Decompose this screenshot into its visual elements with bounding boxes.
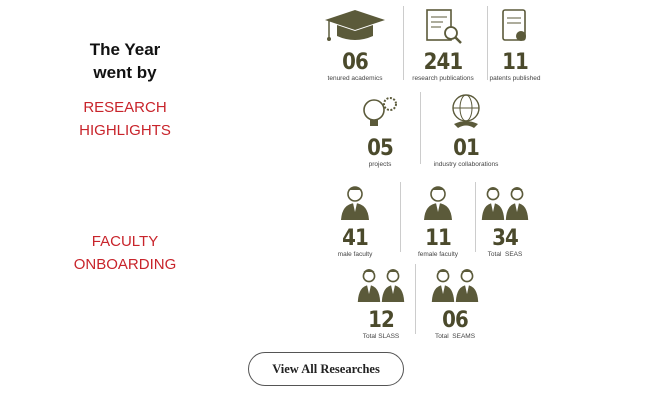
stat: 05 projects	[330, 92, 430, 169]
stat-label: male faculty	[337, 251, 373, 258]
stat-label: Total SEAMS	[434, 333, 476, 340]
section-title: FACULTY ONBOARDING	[73, 233, 177, 273]
stat-label: patents published	[489, 75, 541, 82]
stat-icon	[325, 10, 385, 41]
stat-number: 34	[492, 226, 519, 251]
stat: 34 Total SEAS	[455, 182, 555, 259]
stat: 241 research publications	[393, 6, 493, 83]
stat-icon	[424, 186, 452, 220]
stat: 01 industry collaborations	[416, 92, 516, 169]
stat-number: 06	[442, 308, 469, 333]
divider	[403, 6, 404, 80]
stat-label: tenured academics	[327, 75, 383, 82]
stat-icon	[452, 94, 480, 128]
stat: 11 patents published	[465, 6, 565, 83]
stat-icon	[431, 269, 479, 302]
view-all-button[interactable]: View All Researches	[248, 352, 404, 386]
stat-icon	[357, 269, 405, 302]
section-title: RESEARCH HIGHLIGHTS	[79, 99, 171, 139]
stat-label: industry collaborations	[433, 161, 499, 168]
stat-label: research publications	[412, 75, 474, 82]
stat-number: 12	[368, 308, 395, 333]
divider	[415, 264, 416, 334]
stat-icon	[481, 187, 529, 220]
divider	[400, 182, 401, 252]
stat-icon	[341, 186, 369, 220]
stat-label: Total SLASS	[362, 333, 400, 340]
stat: 11 female faculty	[388, 182, 488, 259]
divider	[487, 6, 488, 80]
stat-icon	[426, 9, 462, 44]
stat-label: projects	[368, 161, 392, 168]
stat: 06 tenured academics	[305, 6, 405, 83]
stat-number: 41	[342, 226, 369, 251]
stat: 12 Total SLASS	[331, 264, 431, 341]
stat-number: 11	[502, 50, 529, 75]
stat-icon	[502, 9, 526, 41]
page-title: The Year went by	[89, 40, 161, 82]
stat-number: 06	[342, 50, 369, 75]
divider	[420, 92, 421, 164]
stat-label: female faculty	[417, 251, 459, 258]
stat: 06 Total SEAMS	[405, 264, 505, 341]
stat: 41 male faculty	[305, 182, 405, 259]
stat-number: 11	[425, 226, 452, 251]
stat-icon	[363, 97, 397, 126]
stat-number: 05	[367, 136, 394, 161]
stat-label: Total SEAS	[487, 251, 523, 258]
stat-number: 01	[453, 136, 480, 161]
divider	[475, 182, 476, 252]
stat-number: 241	[423, 50, 464, 75]
